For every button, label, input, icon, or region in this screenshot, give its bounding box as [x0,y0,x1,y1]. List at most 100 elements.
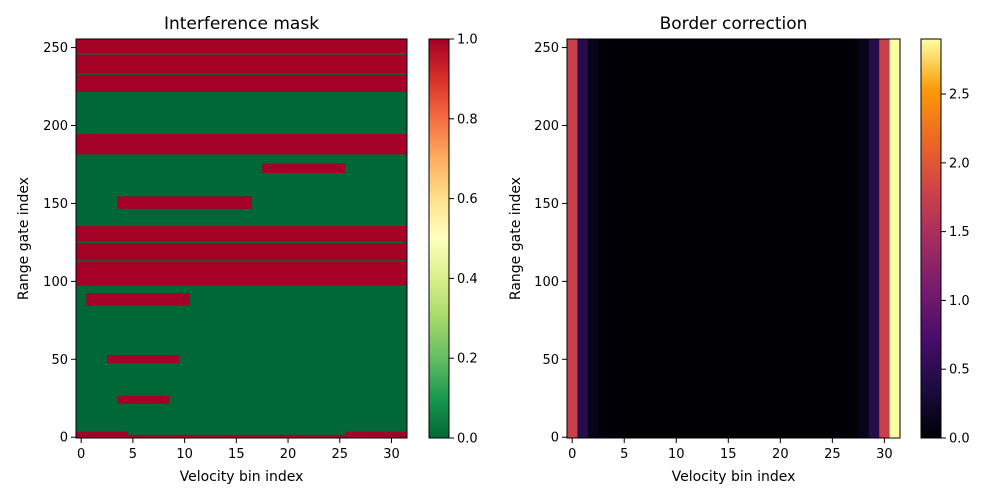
axes: 0 5 10 15 20 25 30 0 50 100 150 200 250 [534,41,892,462]
heatmap-column [660,39,672,438]
interference-region [76,74,407,92]
y-tick-label: 200 [534,119,559,134]
colorbar-tick-label: 2.0 [949,156,970,171]
x-tick-label: 15 [228,447,245,462]
heatmap-column [587,39,599,438]
interference-region [262,163,345,174]
heatmap-column [733,39,745,438]
y-tick-label: 250 [534,41,559,56]
heatmap-column [795,39,807,438]
colorbar-tick-label: 0.0 [949,432,970,447]
y-tick-label: 150 [534,197,559,212]
x-tick-label: 30 [383,447,400,462]
border-correction-panel: Border correction 0 5 10 15 20 25 30 0 50 100 150 2… [508,14,970,485]
heatmap-column [567,39,578,438]
heatmap-column [743,39,755,438]
heatmap-column [650,39,662,438]
heatmap-column [619,39,630,438]
x-tick-label: 5 [620,447,628,462]
heatmap-column [639,39,651,438]
colorbar-tick-label: 1.0 [949,294,970,309]
heatmap-column [837,39,849,438]
heatmap-column [775,39,786,438]
x-axis-label: Velocity bin index [672,469,796,485]
chart-title: Interference mask [164,14,319,34]
colorbar-tick-label: 0.0 [457,432,478,447]
interference-region [76,431,128,435]
interference-region [344,431,407,435]
colorbar [428,38,450,439]
heatmap-column [827,39,838,438]
heatmap-column [868,39,880,438]
interference-region [86,293,190,306]
colorbar-tick-label: 0.6 [457,192,478,207]
colorbar-tick-label: 1.0 [457,33,478,48]
x-tick-label: 20 [280,447,297,462]
colorbar-tick-label: 0.2 [457,352,478,367]
colorbar-tick-label: 0.4 [457,272,478,287]
heatmap-column [691,39,703,438]
x-tick-label: 30 [876,447,893,462]
chart-title: Border correction [660,14,808,34]
interference-mask-panel: Interference mask 0 5 10 15 20 25 30 0 50 100 150 2… [16,14,478,485]
heatmap-cells [76,39,407,438]
y-tick-label: 100 [43,275,68,290]
interference-region [76,434,407,438]
colorbar [920,38,942,439]
y-tick-label: 250 [43,41,68,56]
x-tick-label: 0 [77,447,85,462]
plot-frame [566,38,901,439]
interference-region [76,134,407,155]
y-tick-label: 150 [43,197,68,212]
y-tick-label: 0 [60,431,68,446]
heatmap-column [847,39,859,438]
heatmap-cells [567,39,901,438]
y-axis-label: Range gate index [16,177,32,300]
colorbar-ticks: 0.0 0.5 1.0 1.5 2.0 2.5 [941,88,970,447]
x-tick-label: 15 [720,447,737,462]
x-tick-label: 25 [824,447,841,462]
colorbar-tick-label: 1.5 [949,225,970,240]
heatmap-column [629,39,641,438]
y-tick-label: 50 [51,353,68,368]
heatmap-column [598,39,610,438]
heatmap-column [889,39,901,438]
colorbar-tick-label: 0.5 [949,363,970,378]
interference-region [76,243,407,261]
heatmap-column [806,39,818,438]
colorbar-tick-label: 2.5 [949,88,970,103]
y-tick-label: 50 [542,353,559,368]
heatmap-column [764,39,776,438]
plot-frame [75,38,408,439]
interference-region [76,226,407,242]
colorbar-ticks: 0.0 0.2 0.4 0.6 0.8 1.0 [449,33,478,447]
heatmap-column [723,39,734,438]
interference-region [117,196,252,209]
y-tick-label: 100 [534,275,559,290]
x-tick-label: 10 [668,447,685,462]
heatmap-column [608,39,620,438]
interference-region [76,39,407,54]
axes: 0 5 10 15 20 25 30 0 50 100 150 200 250 [43,41,400,462]
interference-region [76,54,407,74]
heatmap-column [858,39,870,438]
interference-region [117,395,170,404]
heatmap-column [577,39,589,438]
y-tick-label: 0 [551,431,559,446]
heatmap-column [754,39,766,438]
heatmap-column [671,39,682,438]
y-tick-label: 200 [43,119,68,134]
interference-region [76,261,407,286]
heatmap-column [785,39,797,438]
x-tick-label: 0 [568,447,576,462]
x-tick-label: 25 [331,447,348,462]
heatmap-column [681,39,693,438]
heatmap-column [702,39,714,438]
colorbar-tick-label: 0.8 [457,112,478,127]
heatmap-column [816,39,828,438]
x-tick-label: 10 [176,447,193,462]
heatmap-column [879,39,890,438]
x-axis-label: Velocity bin index [180,469,304,485]
x-tick-label: 5 [129,447,137,462]
